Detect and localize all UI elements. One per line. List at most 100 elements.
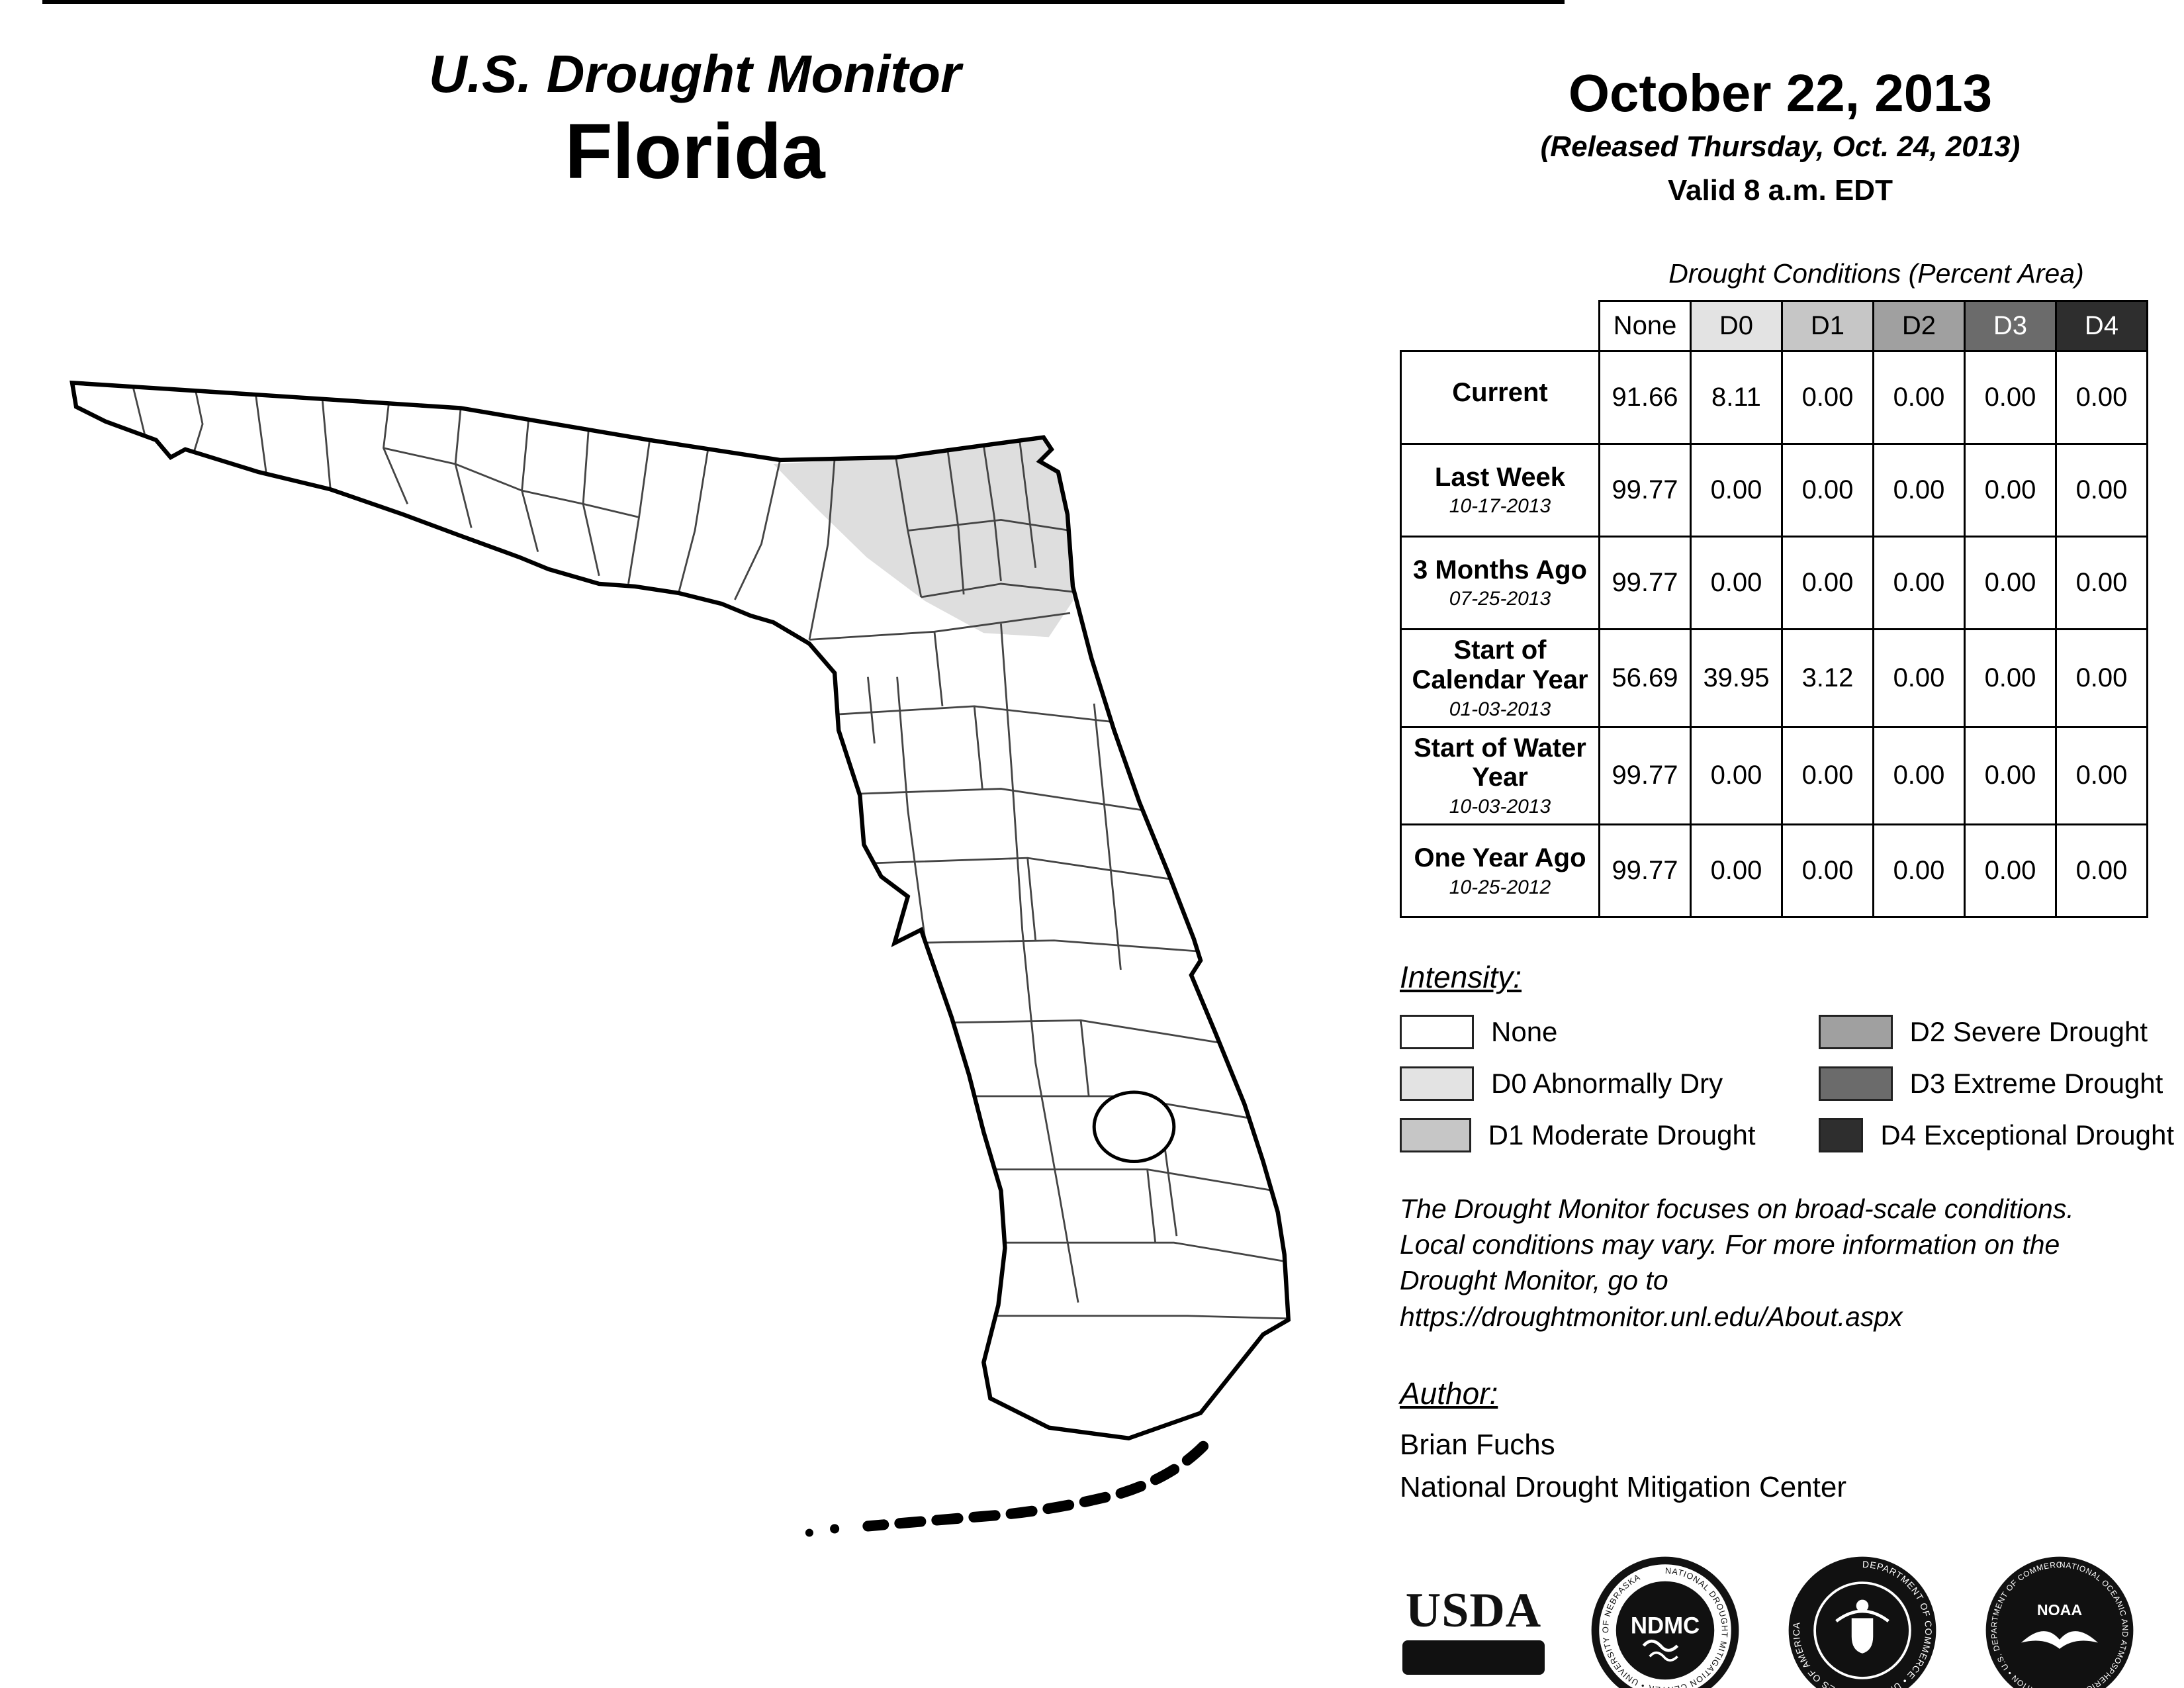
table-cell: 0.00 — [2055, 443, 2148, 538]
table-cell: 0.00 — [1872, 443, 1966, 538]
table-cell: 0.00 — [2055, 823, 2148, 919]
top-border-line — [42, 0, 1565, 4]
table-cell: 0.00 — [2055, 628, 2148, 728]
table-row: Start of Water Year 10-03-2013 99.77 0.0… — [1400, 726, 2148, 826]
legend-item-none: None — [1400, 1015, 1756, 1050]
row-label: Last Week 10-17-2013 — [1400, 443, 1600, 538]
disclaimer-line: Drought Monitor, go to https://droughtmo… — [1400, 1265, 1903, 1332]
table-cell: 0.00 — [1690, 443, 1783, 538]
col-header-d3: D3 — [1964, 300, 2057, 352]
usda-logo-bar — [1402, 1640, 1545, 1675]
legend-item-d2: D2 Severe Drought — [1818, 1015, 2175, 1050]
drought-conditions-table: None D0 D1 D2 D3 D4 Current 91.66 8.11 0… — [1400, 300, 2148, 919]
author-block: Author: Brian Fuchs National Drought Mit… — [1400, 1376, 2174, 1504]
disclaimer-text: The Drought Monitor focuses on broad-sca… — [1400, 1191, 2174, 1334]
usda-logo-text: USDA — [1405, 1583, 1542, 1638]
legend-item-d4: D4 Exceptional Drought — [1818, 1118, 2174, 1153]
table-row: Start of Calendar Year 01-03-2013 56.69 … — [1400, 628, 2148, 728]
legend-item-d0: D0 Abnormally Dry — [1400, 1066, 1756, 1102]
table-cell: 0.00 — [1964, 443, 2057, 538]
table-cell: 0.00 — [1964, 350, 2057, 445]
table-cell: 0.00 — [1690, 726, 1783, 826]
author-organization: National Drought Mitigation Center — [1400, 1470, 1847, 1503]
table-cell: 0.00 — [1872, 350, 1966, 445]
region-title: Florida — [565, 108, 825, 195]
intensity-heading: Intensity: — [1400, 960, 1522, 995]
legend-item-d1: D1 Moderate Drought — [1400, 1118, 1756, 1153]
col-header-d2: D2 — [1872, 300, 1966, 352]
table-cell: 0.00 — [1964, 726, 2057, 826]
table-cell: 0.00 — [1872, 628, 1966, 728]
row-label: One Year Ago 10-25-2012 — [1400, 823, 1600, 919]
d2-swatch — [1818, 1015, 1893, 1050]
valid-time: Valid 8 a.m. EDT — [1668, 174, 1893, 207]
col-header-d0: D0 — [1690, 300, 1783, 352]
table-cell: 0.00 — [1964, 536, 2057, 630]
table-cell: 99.77 — [1598, 536, 1692, 630]
table-cell: 91.66 — [1598, 350, 1692, 445]
col-header-none: None — [1598, 300, 1692, 352]
table-caption: Drought Conditions (Percent Area) — [1668, 258, 2084, 289]
agency-logos: USDA NATIONAL DROUGHT MITIGATION CENTER … — [1402, 1554, 2174, 1688]
table-row: One Year Ago 10-25-2012 99.77 0.00 0.00 … — [1400, 823, 2148, 919]
florida-drought-map — [69, 371, 1320, 1569]
none-swatch — [1400, 1015, 1474, 1050]
commerce-seal-logo: DEPARTMENT OF COMMERCE • UNITED STATES O… — [1788, 1556, 1936, 1688]
disclaimer-line: The Drought Monitor focuses on broad-sca… — [1400, 1194, 2074, 1225]
table-row: Current 91.66 8.11 0.00 0.00 0.00 0.00 — [1400, 350, 2148, 445]
row-label: Start of Water Year 10-03-2013 — [1400, 726, 1600, 826]
table-cell: 0.00 — [1964, 823, 2057, 919]
noaa-logo: NATIONAL OCEANIC AND ATMOSPHERIC ADMINIS… — [1983, 1554, 2134, 1688]
d0-region — [773, 437, 1073, 637]
noaa-logo-text: NOAA — [2037, 1601, 2083, 1618]
table-cell: 0.00 — [2055, 726, 2148, 826]
table-header-row: None D0 D1 D2 D3 D4 — [1400, 300, 2148, 352]
table-cell: 0.00 — [1872, 823, 1966, 919]
disclaimer-line: Local conditions may vary. For more info… — [1400, 1229, 2060, 1260]
report-date: October 22, 2013 — [1568, 64, 1993, 122]
noaa-gull-icon — [2021, 1630, 2098, 1649]
table-cell: 3.12 — [1781, 628, 1874, 728]
table-cell: 0.00 — [2055, 536, 2148, 630]
d3-swatch — [1818, 1066, 1893, 1102]
corner-cell — [1400, 301, 1600, 352]
lake-okeechobee — [1092, 1090, 1176, 1164]
date-block: October 22, 2013 (Released Thursday, Oct… — [1410, 63, 2151, 207]
report-title: U.S. Drought Monitor — [428, 44, 962, 103]
table-cell: 99.77 — [1598, 443, 1692, 538]
d0-swatch — [1400, 1066, 1474, 1102]
table-cell: 39.95 — [1690, 628, 1783, 728]
ndmc-logo: NATIONAL DROUGHT MITIGATION CENTER • UNI… — [1591, 1556, 1739, 1688]
table-cell: 0.00 — [1781, 536, 1874, 630]
table-cell: 0.00 — [1781, 350, 1874, 445]
col-header-d1: D1 — [1781, 300, 1874, 352]
florida-map-svg — [69, 371, 1320, 1537]
col-header-d4: D4 — [2055, 300, 2148, 352]
table-row: 3 Months Ago 07-25-2013 99.77 0.00 0.00 … — [1400, 536, 2148, 630]
author-name: Brian Fuchs — [1400, 1428, 1555, 1461]
florida-landmass — [72, 383, 1289, 1438]
row-label: Start of Calendar Year 01-03-2013 — [1400, 628, 1600, 728]
intensity-legend: None D0 Abnormally Dry D1 Moderate Droug… — [1400, 1015, 2175, 1153]
table-cell: 0.00 — [1781, 443, 1874, 538]
county-boundaries — [132, 388, 1287, 1327]
d4-swatch — [1818, 1118, 1864, 1153]
usda-logo: USDA — [1402, 1586, 1545, 1675]
ndmc-logo-text: NDMC — [1631, 1613, 1700, 1638]
row-label: Current — [1400, 350, 1600, 445]
table-cell: 0.00 — [1690, 823, 1783, 919]
table-cell: 0.00 — [1872, 536, 1966, 630]
table-cell: 0.00 — [1781, 823, 1874, 919]
right-panel: Drought Conditions (Percent Area) None D… — [1400, 258, 2174, 1688]
release-date: (Released Thursday, Oct. 24, 2013) — [1540, 130, 2021, 163]
author-heading: Author: — [1400, 1376, 1498, 1411]
d1-swatch — [1400, 1118, 1471, 1153]
table-cell: 0.00 — [1964, 628, 2057, 728]
table-cell: 0.00 — [1781, 726, 1874, 826]
florida-keys — [805, 1440, 1209, 1537]
row-label: 3 Months Ago 07-25-2013 — [1400, 536, 1600, 630]
table-cell: 56.69 — [1598, 628, 1692, 728]
table-cell: 99.77 — [1598, 823, 1692, 919]
table-cell: 99.77 — [1598, 726, 1692, 826]
